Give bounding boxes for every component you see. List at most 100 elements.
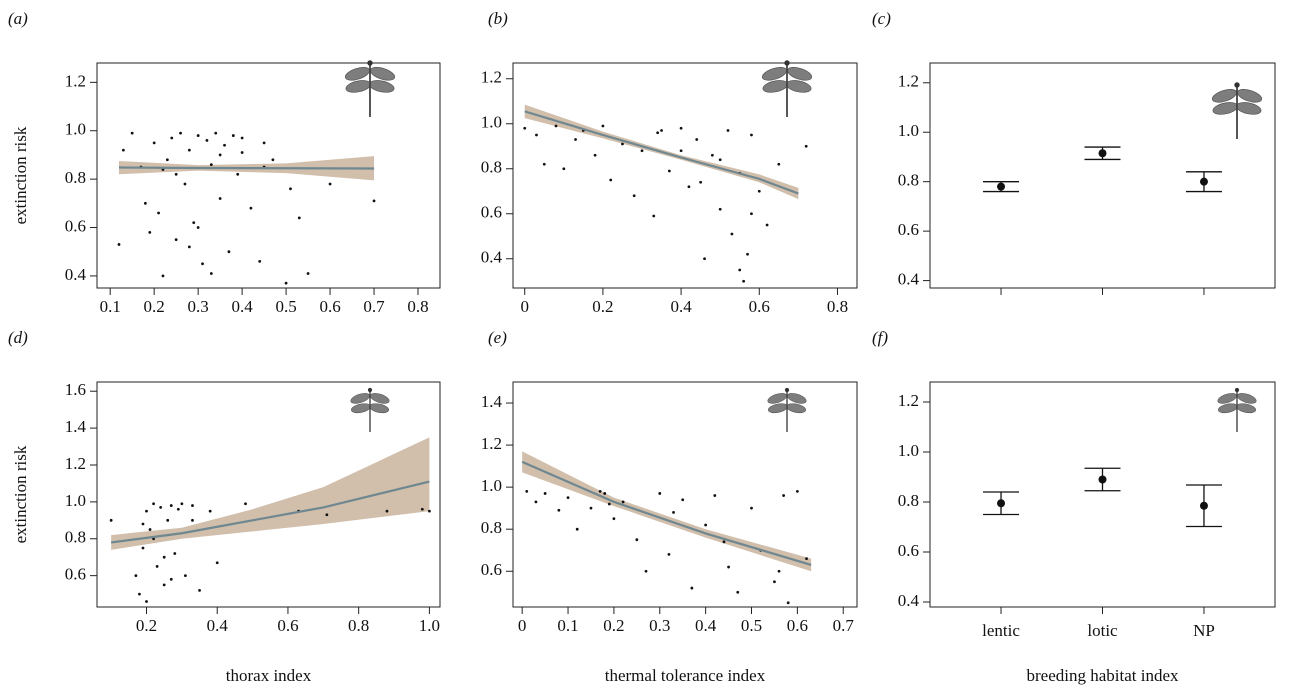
data-point [777,162,781,166]
data-point [635,538,639,542]
data-point [240,136,244,140]
data-point [192,221,196,225]
wing [369,403,390,414]
data-point [672,510,675,514]
data-point [165,158,169,162]
data-point [652,214,656,218]
y-tick-label: 0.4 [65,265,87,284]
wing [1217,403,1238,414]
x-tick-label: 0.8 [407,297,428,316]
y-tick-label: 0.8 [65,168,86,187]
x-tick-label: 0.3 [188,297,209,316]
data-point [187,148,191,152]
plot-frame [512,381,858,608]
data-point [166,518,170,522]
data-point [667,553,671,556]
data-point [699,180,703,184]
y-tick-label: 0.4 [481,248,503,267]
data-point [786,601,790,605]
fit-line [521,460,812,566]
data-point [236,172,240,176]
fit-line [111,480,430,544]
data-point [773,580,776,584]
data-point [231,134,235,137]
y-tick-label: 0.6 [898,220,919,239]
data-point [258,259,262,263]
data-point [667,169,671,173]
data-point [196,226,200,229]
data-point [227,250,231,254]
data-point [603,492,607,495]
data-point [215,561,219,565]
data-point [138,592,141,596]
y-tick-label: 0.8 [65,528,86,547]
data-point [543,492,547,495]
data-point [795,489,799,493]
x-tick-label: 0.6 [787,616,808,635]
data-point [141,522,145,526]
data-point [535,133,538,137]
data-point [385,509,389,513]
y-tick-label: 1.2 [898,72,919,91]
data-point [191,504,194,507]
data-point [710,153,714,157]
data-point [757,189,761,193]
fit-line [524,110,799,195]
data-point [640,149,644,153]
data-point [155,565,159,568]
y-tick-label: 0.8 [481,518,502,537]
data-point [328,182,332,186]
data-point [575,527,579,531]
head [1234,82,1240,88]
x-tick-label: 0.6 [319,297,340,316]
x-tick-label: 0.6 [277,616,298,635]
x-tick-label: 0.2 [592,297,613,316]
panel-label: (c) [872,9,891,28]
data-point [738,268,742,272]
data-point [750,133,753,137]
y-tick-label: 1.0 [65,491,86,510]
fit-line [118,166,375,170]
data-point [557,508,561,512]
data-point [609,178,613,182]
data-point [218,197,222,200]
data-point [730,232,734,236]
data-point [542,162,546,166]
x-axis-label: thermal tolerance index [605,666,766,685]
data-point [130,131,134,135]
wing [786,403,807,414]
data-point [152,141,156,145]
mean-point [1098,475,1107,484]
panel-label: (f) [872,328,888,347]
data-point [765,223,769,227]
data-point [750,212,753,216]
data-point [121,148,125,152]
data-point [750,506,753,510]
x-tick-label: 0 [518,616,527,635]
y-tick-label: 1.2 [481,434,502,453]
wing [345,80,372,93]
data-point [209,163,213,167]
y-tick-label: 1.0 [65,120,86,139]
x-tick-label: NP [1193,621,1215,640]
x-tick-label: 0.1 [100,297,121,316]
data-point [262,141,266,145]
panel-label: (a) [8,9,28,28]
data-point [601,124,605,128]
data-point [180,502,184,506]
y-tick-label: 0.4 [898,591,920,610]
wing [344,66,370,81]
data-point [148,230,152,234]
wing [1235,102,1262,115]
x-tick-label: 0.4 [695,616,717,635]
wing [1217,393,1237,404]
data-point [201,262,204,266]
data-point [325,513,329,517]
wing [767,403,788,414]
data-point [223,143,226,147]
wing [368,80,395,93]
data-point [244,502,247,506]
dragonfly-icon [1211,82,1263,140]
data-point [679,149,683,153]
